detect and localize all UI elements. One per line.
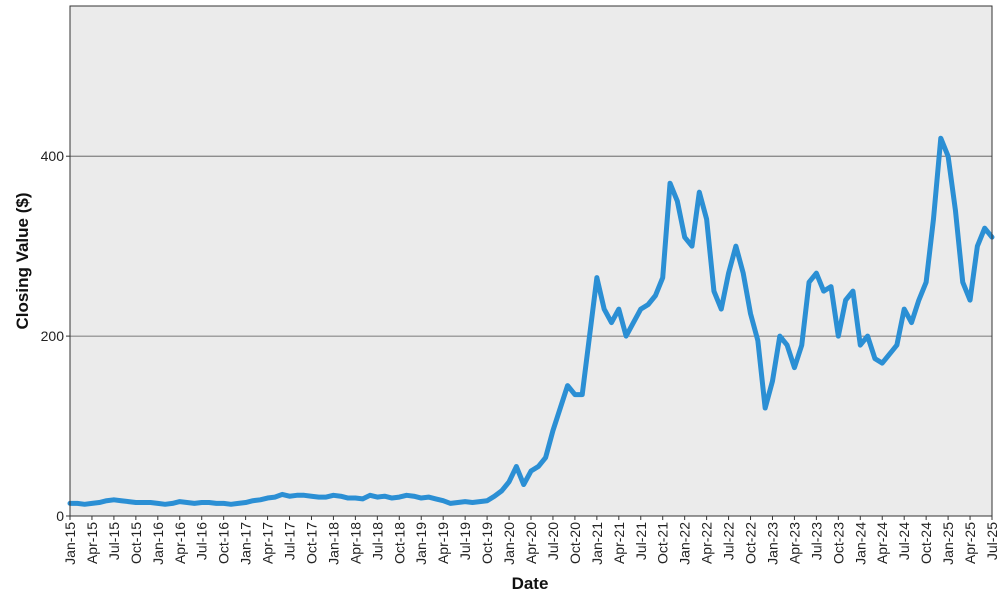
x-tick-label: Jul-18	[369, 522, 385, 560]
line-series	[67, 135, 995, 507]
x-tick-label: Oct-15	[128, 522, 144, 564]
x-tick-label: Oct-16	[216, 522, 232, 564]
x-axis-title: Date	[512, 574, 549, 593]
x-tick-label: Apr-19	[435, 522, 451, 564]
x-tick-label: Jul-21	[633, 522, 649, 560]
x-tick-label: Jul-17	[282, 522, 298, 560]
x-tick-label: Jul-16	[194, 522, 210, 560]
y-tick-label: 0	[56, 508, 64, 524]
x-tick-label: Apr-23	[786, 522, 802, 564]
y-tick-label: 200	[41, 328, 65, 344]
x-tick-label: Oct-20	[567, 522, 583, 564]
x-tick-label: Oct-22	[743, 522, 759, 564]
x-tick-label: Apr-15	[84, 522, 100, 564]
x-tick-label: Apr-22	[699, 522, 715, 564]
x-tick-label: Jan-15	[62, 522, 78, 565]
x-tick-label: Apr-18	[347, 522, 363, 564]
x-tick-label: Jan-23	[764, 522, 780, 565]
x-tick-label: Jul-20	[545, 522, 561, 560]
x-tick-label: Oct-24	[918, 522, 934, 564]
x-tick-label: Jan-24	[852, 522, 868, 565]
x-tick-label: Jul-15	[106, 522, 122, 560]
x-tick-label: Oct-19	[479, 522, 495, 564]
x-tick-label: Apr-21	[611, 522, 627, 564]
x-tick-label: Apr-24	[874, 522, 890, 564]
x-tick-label: Jan-18	[325, 522, 341, 565]
x-tick-label: Jan-16	[150, 522, 166, 565]
x-tick-label: Apr-20	[523, 522, 539, 564]
x-tick-label: Apr-16	[172, 522, 188, 564]
x-tick-label: Jul-19	[457, 522, 473, 560]
x-tick-label: Jan-25	[940, 522, 956, 565]
marks	[67, 135, 995, 507]
x-tick-label: Jan-17	[238, 522, 254, 565]
x-tick-label: Jan-22	[677, 522, 693, 565]
x-tick-label: Jan-21	[589, 522, 605, 565]
x-tick-label: Jul-23	[808, 522, 824, 560]
x-tick-label: Oct-21	[655, 522, 671, 564]
x-tick-label: Jul-22	[721, 522, 737, 560]
x-tick-label: Jan-20	[501, 522, 517, 565]
x-tick-label: Jan-19	[413, 522, 429, 565]
x-tick-label: Oct-17	[303, 522, 319, 564]
y-tick-label: 400	[41, 148, 65, 164]
y-axis-title: Closing Value ($)	[13, 193, 32, 330]
x-tick-label: Oct-18	[391, 522, 407, 564]
plot-area	[70, 6, 992, 516]
x-tick-label: Apr-25	[962, 522, 978, 564]
x-tick-label: Jul-25	[984, 522, 1000, 560]
x-tick-label: Jul-24	[896, 522, 912, 560]
x-tick-label: Oct-23	[830, 522, 846, 564]
x-tick-label: Apr-17	[260, 522, 276, 564]
